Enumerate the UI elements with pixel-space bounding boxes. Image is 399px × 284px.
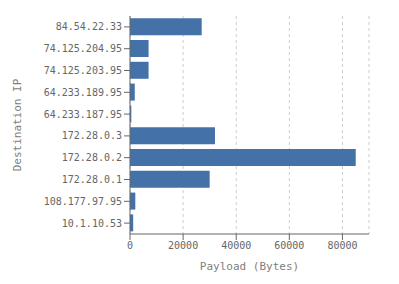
svg-text:64.233.189.95: 64.233.189.95 [44,87,122,98]
svg-text:20000: 20000 [168,240,198,251]
svg-text:0: 0 [127,240,133,251]
svg-text:80000: 80000 [327,240,357,251]
svg-text:Destination IP: Destination IP [11,78,24,171]
svg-text:Payload (Bytes): Payload (Bytes) [200,260,299,273]
svg-text:172.28.0.3: 172.28.0.3 [62,130,122,141]
svg-text:172.28.0.1: 172.28.0.1 [62,174,122,185]
svg-text:172.28.0.2: 172.28.0.2 [62,152,122,163]
svg-text:74.125.203.95: 74.125.203.95 [44,65,122,76]
svg-text:60000: 60000 [274,240,304,251]
svg-text:74.125.204.95: 74.125.204.95 [44,43,122,54]
svg-text:64.233.187.95: 64.233.187.95 [44,109,122,120]
svg-text:108.177.97.95: 108.177.97.95 [44,196,122,207]
svg-text:40000: 40000 [221,240,251,251]
svg-text:10.1.10.53: 10.1.10.53 [62,218,122,229]
svg-text:84.54.22.33: 84.54.22.33 [56,21,122,32]
